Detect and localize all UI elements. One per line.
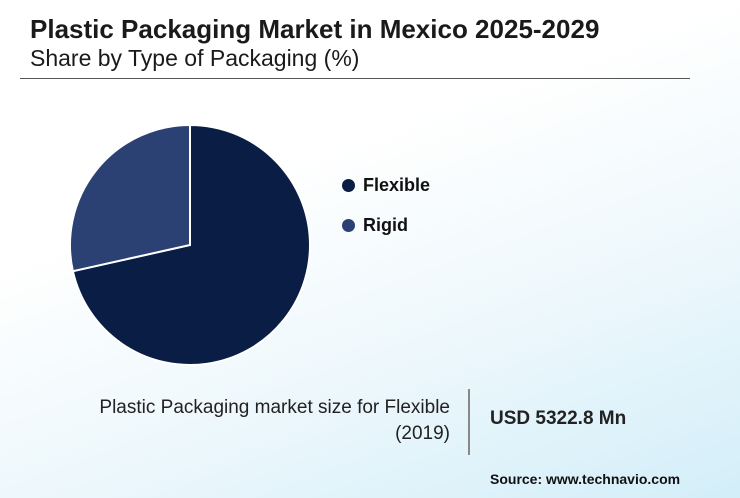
market-size-value: USD 5322.8 Mn bbox=[490, 408, 627, 429]
pie-chart bbox=[69, 123, 311, 366]
source-credit: Source: www.technavio.com bbox=[490, 471, 681, 487]
legend: Flexible Rigid bbox=[342, 173, 430, 253]
fact-divider bbox=[468, 389, 470, 455]
legend-item-rigid: Rigid bbox=[342, 213, 430, 237]
pie-slice-rigid bbox=[69, 123, 191, 273]
chart-subtitle: Share by Type of Packaging (%) bbox=[30, 45, 360, 71]
market-size-label: Plastic Packaging market size for Flexib… bbox=[99, 397, 450, 444]
legend-item-flexible: Flexible bbox=[342, 173, 430, 197]
header-divider bbox=[20, 78, 690, 79]
legend-label-rigid: Rigid bbox=[363, 214, 408, 235]
legend-label-flexible: Flexible bbox=[363, 174, 431, 195]
legend-swatch-rigid bbox=[342, 218, 355, 232]
legend-swatch-flexible bbox=[342, 178, 355, 192]
pie-slice-flexible bbox=[71, 123, 311, 366]
chart-title: Plastic Packaging Market in Mexico 2025-… bbox=[30, 14, 600, 44]
